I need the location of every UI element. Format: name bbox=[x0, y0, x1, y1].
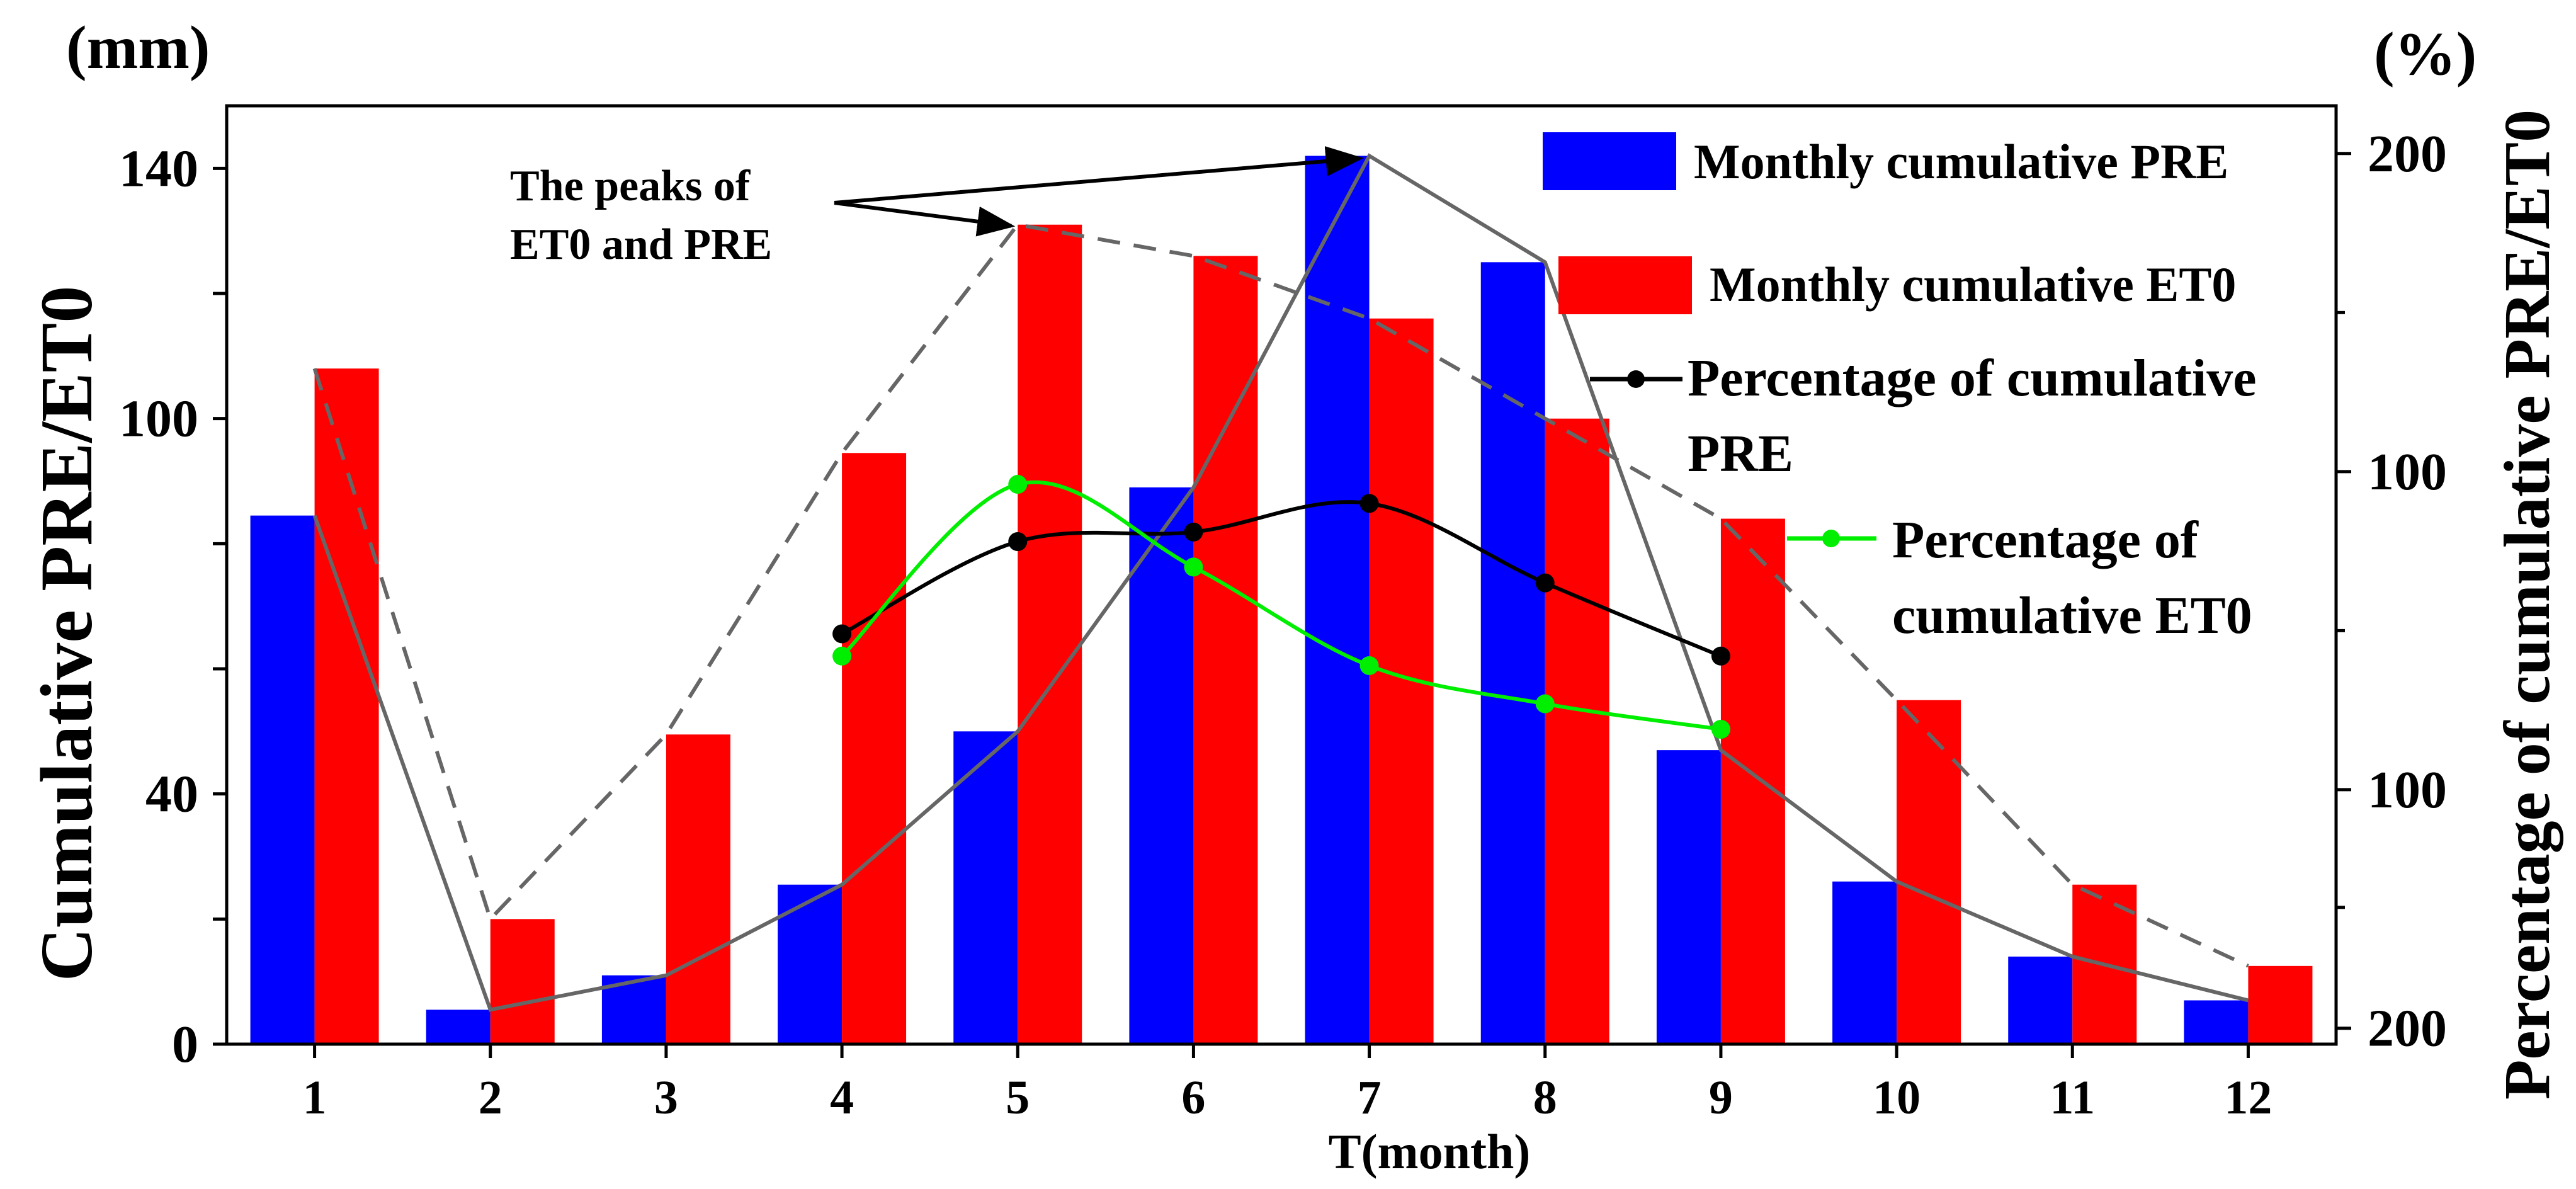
percentage-lines-layer bbox=[832, 475, 1730, 739]
bar-pre-6 bbox=[1129, 487, 1194, 1044]
plot-frame bbox=[225, 104, 2338, 1046]
bar-pre-9 bbox=[1656, 750, 1721, 1044]
bar-pre-2 bbox=[426, 1010, 491, 1044]
left-tick-label-40: 40 bbox=[145, 765, 198, 824]
x-tick-label-9: 9 bbox=[1709, 1071, 1733, 1124]
legend-label-pre-pct-line-1: Percentage of cumulative bbox=[1688, 349, 2257, 407]
right-tick-label-2: 100 bbox=[2368, 761, 2447, 819]
x-tick-label-3: 3 bbox=[654, 1071, 678, 1124]
right-tick-label-0: 200 bbox=[2368, 125, 2447, 183]
y2-axis-label: Percentage of cumulative PRE/ET0 bbox=[2491, 110, 2563, 1100]
right-tick-label-1: 100 bbox=[2368, 443, 2447, 501]
et0-percentage-point-5 bbox=[1008, 475, 1028, 494]
annotation-text-line-1: The peaks of bbox=[510, 162, 751, 210]
legend-label-et0-pct-line-1: Percentage of bbox=[1892, 511, 2199, 569]
bar-et0-4 bbox=[842, 453, 907, 1044]
left-tick-label-140: 140 bbox=[119, 139, 198, 198]
bar-pre-1 bbox=[250, 515, 315, 1044]
x-tick-label-6: 6 bbox=[1181, 1071, 1205, 1124]
y2-axis-unit: (%) bbox=[2374, 20, 2477, 88]
bar-pre-10 bbox=[1832, 881, 1897, 1044]
x-tick-label-2: 2 bbox=[479, 1071, 502, 1124]
bar-et0-10 bbox=[1897, 700, 1961, 1044]
bar-et0-12 bbox=[2248, 965, 2313, 1044]
bar-et0-5 bbox=[1018, 224, 1082, 1044]
bar-et0-1 bbox=[314, 368, 379, 1045]
bar-pre-8 bbox=[1480, 262, 1545, 1044]
bar-pre-5 bbox=[953, 731, 1018, 1044]
annotation-arrow-et0-peak bbox=[834, 201, 1016, 237]
x-tick-label-5: 5 bbox=[1006, 1071, 1030, 1124]
x-axis-label: T(month) bbox=[1329, 1124, 1531, 1179]
bar-et0-9 bbox=[1720, 518, 1785, 1044]
x-tick-label-1: 1 bbox=[303, 1071, 327, 1124]
legend-label-pre: Monthly cumulative PRE bbox=[1694, 134, 2228, 189]
x-tick-label-4: 4 bbox=[830, 1071, 854, 1124]
right-axis-ticks: 200 100 100 200 bbox=[2336, 125, 2447, 1058]
legend-marker-pre-pct bbox=[1627, 370, 1645, 388]
x-tick-label-11: 11 bbox=[2050, 1071, 2095, 1124]
bar-et0-2 bbox=[490, 919, 555, 1044]
bar-pre-4 bbox=[778, 884, 843, 1044]
annotation-text-line-2: ET0 and PRE bbox=[510, 220, 772, 269]
legend-label-et0-pct-line-2: cumulative ET0 bbox=[1892, 586, 2252, 645]
x-axis-ticks: 1 2 3 4 5 6 7 8 9 10 11 12 bbox=[303, 1044, 2272, 1124]
pre-percentage-point-6 bbox=[1184, 522, 1203, 542]
x-tick-label-12: 12 bbox=[2224, 1071, 2272, 1124]
bar-pre-11 bbox=[2008, 956, 2073, 1044]
y-axis-unit: (mm) bbox=[66, 14, 210, 82]
x-tick-label-8: 8 bbox=[1533, 1071, 1557, 1124]
pre-percentage-line bbox=[841, 500, 1722, 658]
pre-percentage-point-7 bbox=[1359, 494, 1379, 513]
left-axis-ticks: 0 40 100 140 bbox=[119, 139, 227, 1074]
left-tick-label-100: 100 bbox=[119, 390, 198, 448]
et0-percentage-line bbox=[840, 480, 1722, 731]
et0-envelope-line bbox=[312, 222, 2249, 968]
bar-pre-7 bbox=[1305, 156, 1370, 1044]
pre-percentage-point-9 bbox=[1711, 646, 1730, 666]
et0-percentage-point-8 bbox=[1535, 694, 1555, 714]
x-tick-label-7: 7 bbox=[1358, 1071, 1382, 1124]
y-axis-label: Cumulative PRE/ET0 bbox=[25, 286, 108, 982]
et0-percentage-point-4 bbox=[832, 646, 852, 666]
x-tick-label-10: 10 bbox=[1873, 1071, 1921, 1124]
et0-percentage-point-6 bbox=[1184, 557, 1203, 577]
bar-et0-3 bbox=[666, 734, 730, 1044]
annotation-arrow-pre-peak bbox=[834, 146, 1364, 205]
envelope-lines-layer bbox=[312, 153, 2249, 1012]
bar-et0-8 bbox=[1545, 418, 1609, 1044]
et0-percentage-point-9 bbox=[1711, 719, 1730, 739]
legend-label-pre-pct-line-2: PRE bbox=[1688, 424, 1793, 483]
bar-et0-6 bbox=[1193, 256, 1258, 1044]
right-tick-label-3: 200 bbox=[2368, 999, 2447, 1058]
left-tick-label-0: 0 bbox=[172, 1015, 198, 1074]
legend: Monthly cumulative PRE Monthly cumulative… bbox=[1543, 132, 2257, 645]
pre-percentage-point-5 bbox=[1008, 532, 1028, 551]
pre-envelope-line bbox=[312, 153, 2249, 1012]
legend-swatch-pre bbox=[1543, 132, 1676, 190]
bar-pre-12 bbox=[2184, 1000, 2249, 1044]
et0-percentage-point-7 bbox=[1359, 656, 1379, 675]
legend-label-et0: Monthly cumulative ET0 bbox=[1710, 257, 2236, 312]
legend-swatch-et0 bbox=[1558, 256, 1692, 314]
bars-layer bbox=[250, 156, 2313, 1045]
pre-percentage-point-4 bbox=[832, 624, 852, 644]
peak-annotation: The peaks of ET0 and PRE bbox=[510, 146, 1364, 269]
pre-percentage-point-8 bbox=[1535, 573, 1555, 593]
legend-marker-et0-pct bbox=[1822, 530, 1840, 547]
